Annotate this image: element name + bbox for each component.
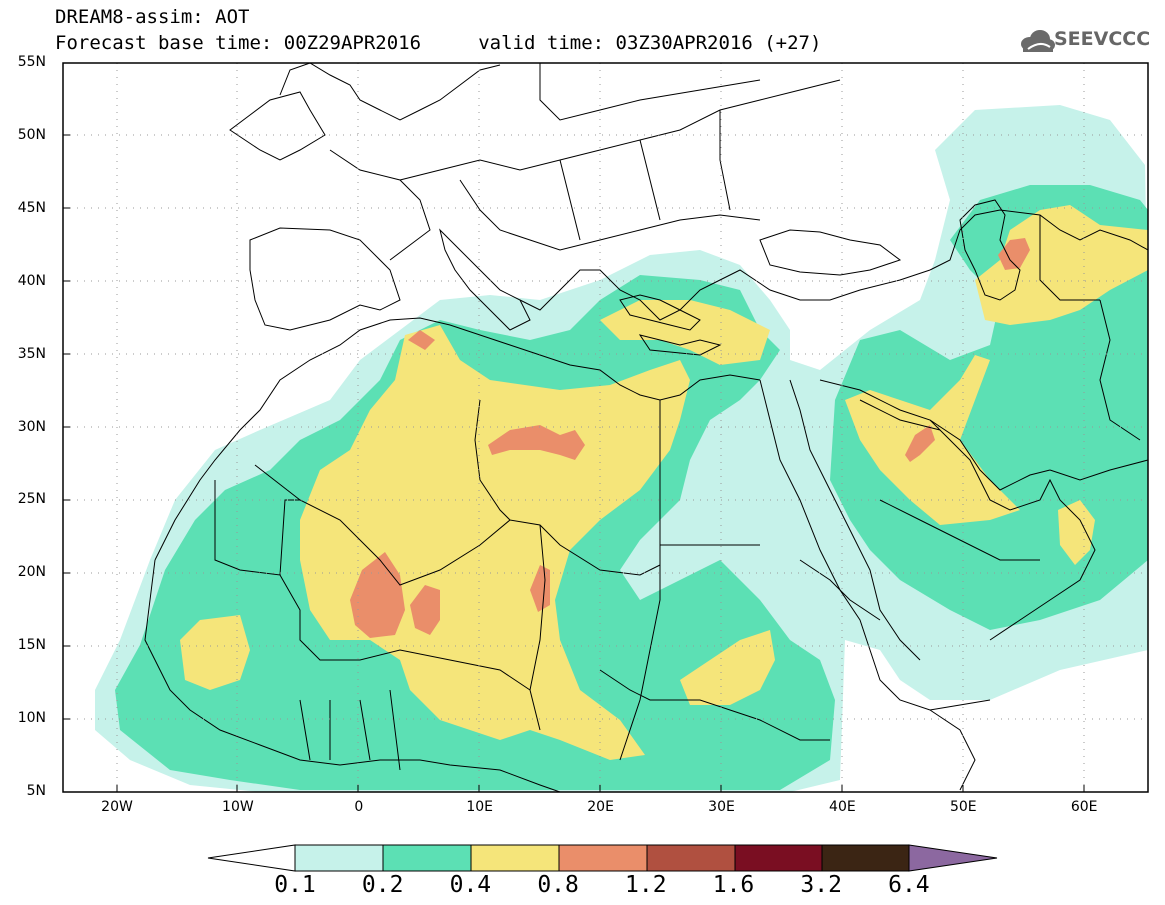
colorbar-label: 0.8 (537, 872, 579, 898)
lat-tick-label: 25N (17, 491, 46, 508)
lat-tick-label: 55N (17, 54, 46, 70)
lon-tick-label: 60E (1070, 799, 1098, 815)
colorbar-segment (382, 844, 472, 872)
axis-ticks (63, 62, 1085, 792)
colorbar-segment (908, 844, 998, 872)
colorbar-segment (470, 844, 560, 872)
lat-tick-label: 30N (17, 418, 46, 435)
colorbar-label: 6.4 (888, 872, 930, 898)
lon-tick-label: 20E (587, 799, 614, 815)
colorbar-segment (646, 844, 736, 872)
lon-tick-label: 30E (708, 799, 735, 815)
lon-tick-label: 10E (466, 799, 494, 815)
lat-tick-label: 35N (17, 345, 46, 362)
colorbar-segment (821, 844, 910, 872)
colorbar (207, 844, 998, 872)
lon-tick-label: 20W (101, 799, 133, 815)
cloud-icon (1021, 30, 1055, 52)
colorbar-label: 3.2 (800, 872, 842, 898)
lon-tick-label: 50E (949, 799, 977, 815)
colorbar-segment (558, 844, 648, 872)
lat-tick-label: 45N (17, 199, 46, 216)
colorbar-label: 0.4 (449, 872, 492, 898)
lat-tick-label: 20N (17, 564, 46, 581)
colorbar-segment (207, 844, 296, 872)
coastlines (144, 63, 1148, 792)
colorbar-segment (294, 844, 384, 872)
lat-tick-label: 5N (26, 783, 46, 799)
colorbar-label: 0.1 (274, 872, 316, 898)
lat-tick-label: 10N (17, 710, 46, 727)
lon-tick-label: 0 (354, 799, 364, 815)
seevccc-logo: SEEVCCC (1054, 28, 1151, 50)
lat-tick-label: 15N (17, 637, 46, 654)
colorbar-segment (734, 844, 823, 872)
chart-title: DREAM8-assim: AOT (55, 6, 250, 28)
aot-band-high (180, 205, 1148, 760)
grid (63, 63, 1148, 792)
lat-tick-label: 50N (17, 126, 46, 143)
lat-tick-label: 40N (17, 272, 46, 289)
forecast-time-line: Forecast base time: 00Z29APR2016 valid t… (55, 32, 822, 54)
colorbar-label: 0.2 (361, 872, 404, 898)
colorbar-label: 1.6 (712, 872, 755, 898)
lon-tick-label: 10W (222, 799, 254, 815)
lon-tick-label: 40E (829, 799, 856, 815)
colorbar-label: 1.2 (625, 872, 667, 898)
